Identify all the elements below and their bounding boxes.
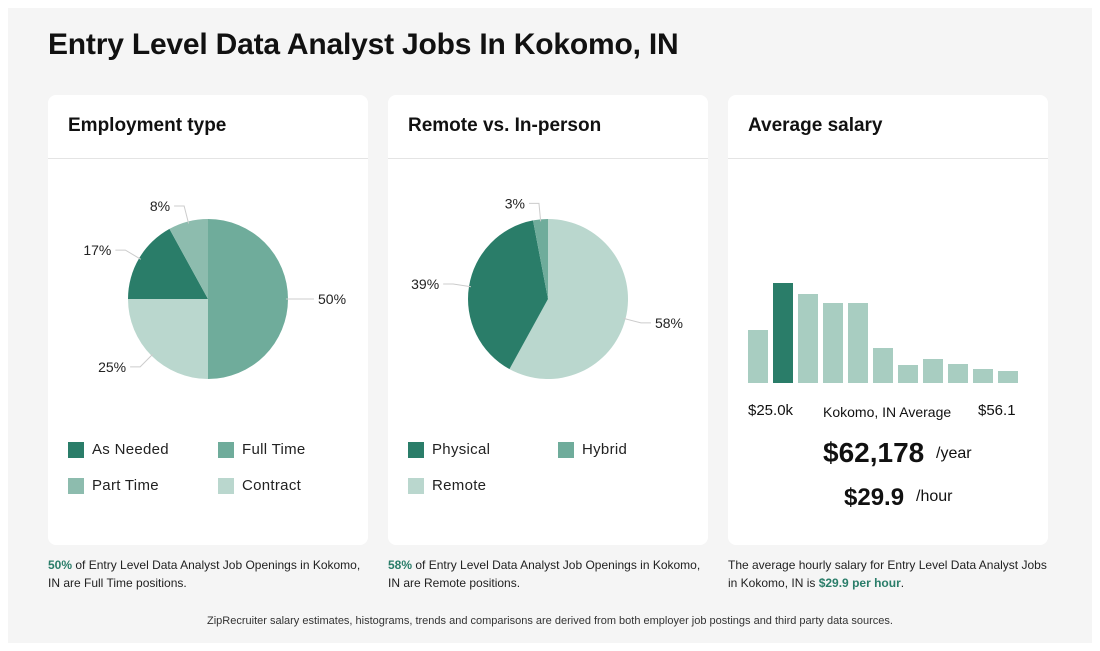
pie-leader-line — [130, 353, 154, 368]
histogram-bar — [948, 364, 968, 383]
pie-label-as-needed: 17% — [83, 242, 111, 258]
caption-end: . — [900, 576, 905, 590]
legend-item-physical: Physical — [408, 441, 490, 458]
legend-swatch — [218, 477, 234, 494]
legend-swatch — [218, 441, 234, 458]
caption-highlight: 58% — [388, 558, 413, 572]
pie-label-hybrid: 3% — [505, 195, 525, 211]
legend-swatch — [68, 441, 84, 458]
average-salary-card: Average salary $25.0k Kokomo, IN Average… — [728, 95, 1048, 545]
legend-item-contract: Contract — [218, 477, 301, 494]
page-title: Entry Level Data Analyst Jobs In Kokomo,… — [48, 28, 679, 61]
legend-label: Full Time — [242, 441, 306, 458]
histogram-bar — [848, 303, 868, 383]
legend-item-hybrid: Hybrid — [558, 441, 627, 458]
histogram-average-label: Kokomo, IN Average — [823, 404, 952, 420]
legend-item-as-needed: As Needed — [68, 441, 169, 458]
hourly-salary-value: $29.9 — [844, 484, 905, 511]
histogram-bar — [973, 369, 993, 383]
employment-type-caption: 50% of Entry Level Data Analyst Job Open… — [48, 556, 368, 592]
pie-leader-line — [623, 317, 651, 324]
employment-type-card: Employment type 50% 25% 17% 8% As Needed Ful… — [48, 95, 368, 545]
legend-label: Remote — [432, 477, 487, 494]
pie-label-full-time: 50% — [318, 291, 346, 307]
footer-disclaimer: ZipRecruiter salary estimates, histogram… — [207, 615, 893, 627]
caption-text: of Entry Level Data Analyst Job Openings… — [388, 558, 701, 590]
histogram-bar — [823, 303, 843, 383]
legend-label: Hybrid — [582, 441, 628, 458]
histogram-bar — [748, 330, 768, 383]
legend-label: Physical — [432, 441, 491, 458]
hourly-salary-unit: /hour — [916, 488, 953, 505]
report-frame: Entry Level Data Analyst Jobs In Kokomo,… — [8, 8, 1092, 643]
salary-caption: The average hourly salary for Entry Leve… — [728, 556, 1048, 592]
card-divider — [728, 158, 1048, 159]
legend-swatch — [558, 441, 574, 458]
card-divider — [48, 158, 368, 159]
card-divider — [388, 158, 708, 159]
histogram-bar — [773, 283, 793, 383]
caption-highlight: $29.9 per hour — [818, 576, 901, 590]
pie-leader-line — [115, 249, 142, 260]
histogram-max-label: $56.1 — [978, 402, 1016, 419]
histogram-bar — [998, 371, 1018, 383]
employment-type-pie-chart: 50% 25% 17% 8% — [83, 198, 346, 379]
remote-vs-inperson-pie-chart: 58% 39% 3% — [411, 195, 683, 379]
pie-slice-remote — [509, 219, 629, 379]
pie-slice-as-needed — [128, 228, 208, 299]
legend-swatch — [408, 441, 424, 458]
histogram-bar — [898, 365, 918, 383]
employment-type-title: Employment type — [68, 115, 227, 136]
pie-label-physical: 39% — [411, 276, 439, 292]
salary-histogram — [748, 283, 1018, 383]
caption-text: The average hourly salary for Entry Leve… — [728, 558, 1047, 590]
legend-swatch — [408, 477, 424, 494]
pie-label-contract: 25% — [98, 359, 126, 375]
pie-label-remote: 58% — [655, 315, 683, 331]
pie-slice-full-time — [208, 219, 288, 379]
remote-vs-inperson-card: Remote vs. In-person 58% 39% 3% Physical Hy… — [388, 95, 708, 545]
pie-slice-contract — [128, 299, 208, 379]
legend-label: Contract — [242, 477, 302, 494]
histogram-bar — [873, 348, 893, 383]
legend-label: As Needed — [92, 441, 169, 458]
caption-highlight: 50% — [48, 558, 73, 572]
yearly-salary-unit: /year — [936, 445, 972, 462]
pie-leader-line — [528, 202, 542, 222]
remote-vs-inperson-title: Remote vs. In-person — [408, 115, 602, 136]
pie-slice-physical — [468, 220, 548, 370]
legend-item-remote: Remote — [408, 477, 486, 494]
caption-text: of Entry Level Data Analyst Job Openings… — [48, 558, 361, 590]
pie-leader-line — [443, 283, 472, 288]
legend-label: Part Time — [92, 477, 159, 494]
yearly-salary-value: $62,178 — [823, 437, 925, 468]
histogram-min-label: $25.0k — [748, 402, 794, 419]
pie-slice-hybrid — [533, 219, 548, 299]
remote-caption: 58% of Entry Level Data Analyst Job Open… — [388, 556, 708, 592]
histogram-bar — [798, 294, 818, 383]
legend-item-full-time: Full Time — [218, 441, 306, 458]
legend-item-part-time: Part Time — [68, 477, 159, 494]
histogram-bar — [923, 359, 943, 383]
pie-leader-line — [174, 205, 190, 224]
pie-label-part-time: 8% — [150, 198, 170, 214]
legend-swatch — [68, 477, 84, 494]
average-salary-title: Average salary — [748, 115, 883, 136]
pie-slice-part-time — [169, 219, 208, 299]
